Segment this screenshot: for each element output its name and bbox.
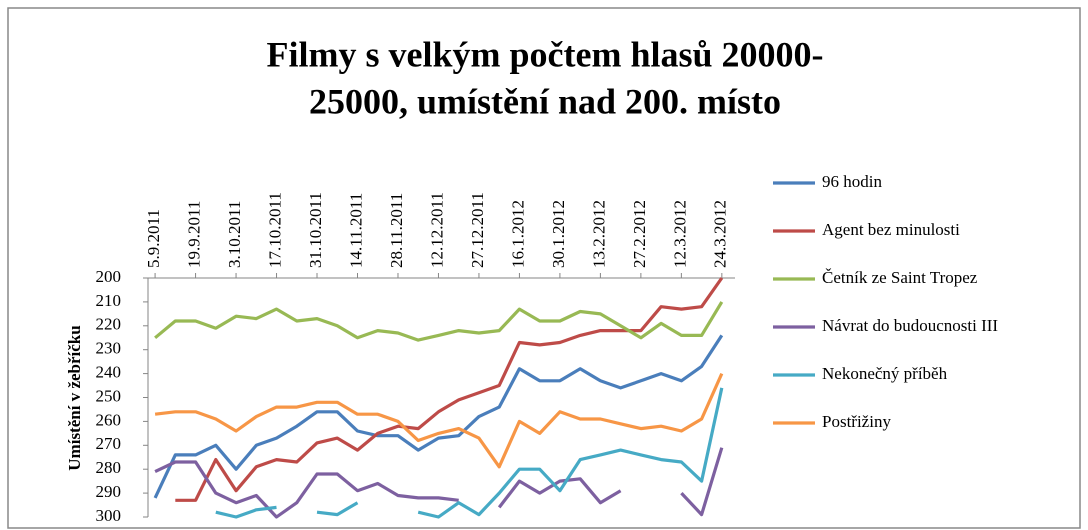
x-tick-label: 14.11.2011 <box>346 193 365 268</box>
legend-label: Nekonečný příběh <box>822 364 948 383</box>
legend-label: Návrat do budoucnosti III <box>822 316 998 335</box>
x-tick-label: 3.10.2011 <box>225 201 244 268</box>
series-line <box>215 387 724 519</box>
y-tick-label: 300 <box>96 506 122 525</box>
legend-label: Četník ze Saint Tropez <box>822 268 978 287</box>
x-tick-label: 16.1.2012 <box>508 200 527 268</box>
y-tick-label: 220 <box>96 315 122 334</box>
x-tick-label: 12.3.2012 <box>670 200 689 268</box>
y-tick-label: 210 <box>96 291 122 310</box>
series-line <box>154 372 724 469</box>
y-tick-label: 260 <box>96 410 122 429</box>
x-tick-label: 13.2.2012 <box>589 200 608 268</box>
y-tick-label: 240 <box>96 363 122 382</box>
y-tick-label: 290 <box>96 482 122 501</box>
chart-title: Filmy s velkým počtem hlasů 20000- <box>267 34 824 74</box>
x-tick-label: 27.12.2011 <box>468 192 487 268</box>
legend-label: 96 hodin <box>822 172 882 191</box>
x-tick-label: 30.1.2012 <box>549 200 568 268</box>
legend-label: Agent bez minulosti <box>822 220 960 239</box>
y-tick-label: 280 <box>96 458 122 477</box>
y-tick-label: 230 <box>96 339 122 358</box>
x-tick-label: 12.12.2011 <box>427 192 446 268</box>
y-tick-label: 250 <box>96 386 122 405</box>
legend-label: Postřižiny <box>822 412 891 431</box>
series-line <box>154 301 724 342</box>
x-tick-label: 31.10.2011 <box>306 192 325 268</box>
x-tick-label: 17.10.2011 <box>265 192 284 268</box>
y-axis-title: Umístění v žebříčku <box>65 325 84 470</box>
x-tick-label: 5.9.2011 <box>144 209 163 268</box>
x-tick-label: 19.9.2011 <box>184 201 203 268</box>
y-tick-label: 270 <box>96 434 122 453</box>
x-tick-label: 27.2.2012 <box>630 200 649 268</box>
y-tick-label: 200 <box>96 267 122 286</box>
x-tick-label: 24.3.2012 <box>711 200 730 268</box>
series-line <box>153 334 724 499</box>
chart-border <box>7 7 1081 529</box>
series-line <box>154 447 724 519</box>
chart-title: 25000, umístění nad 200. místo <box>309 81 781 121</box>
x-tick-label: 28.11.2011 <box>387 193 406 268</box>
